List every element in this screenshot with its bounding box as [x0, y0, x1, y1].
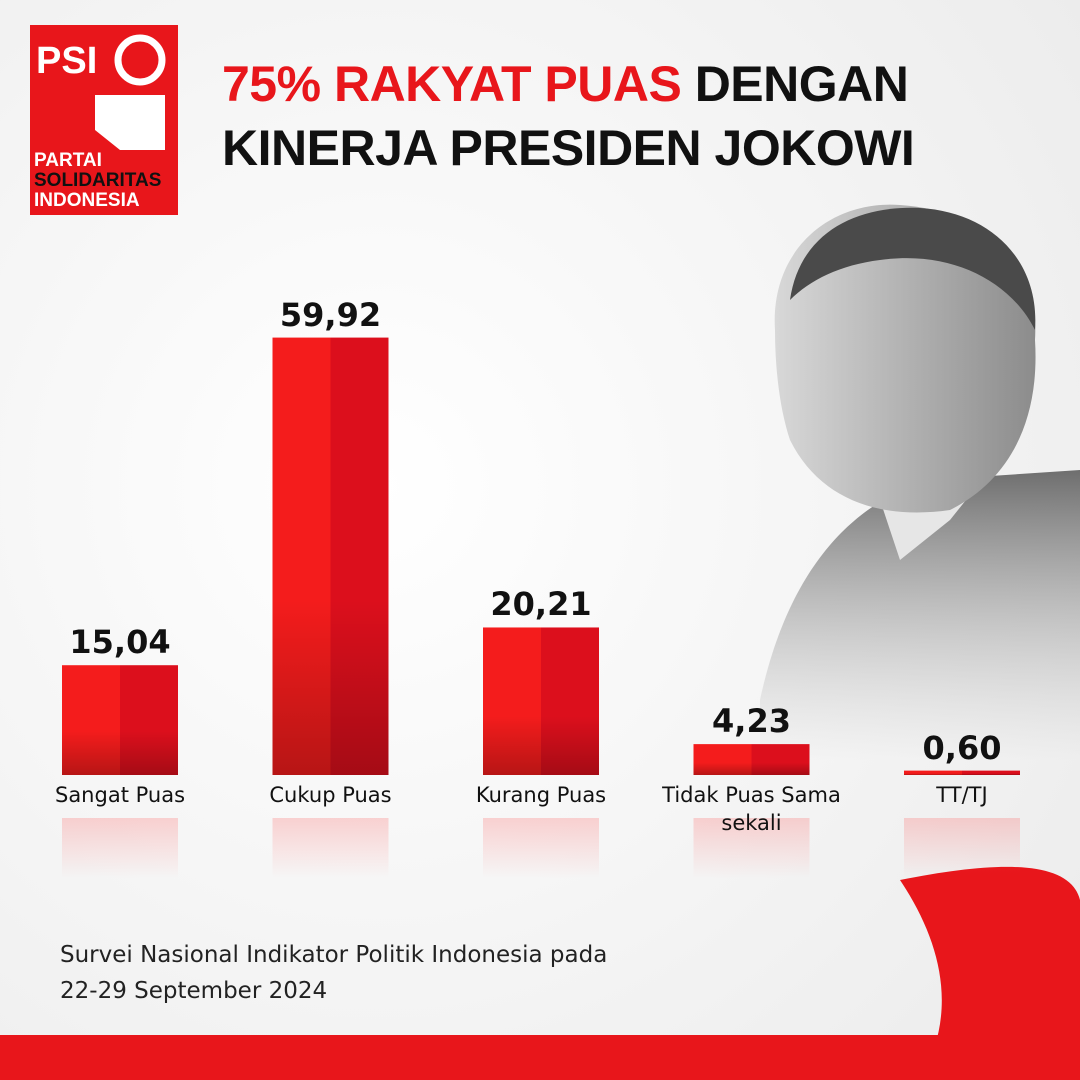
- chart-title: 75% RAKYAT PUAS DENGAN KINERJA PRESIDEN …: [222, 52, 915, 180]
- logo-line: SOLIDARITAS: [34, 170, 162, 191]
- title-text: DENGAN: [694, 56, 909, 112]
- source: Survei Nasional Indikator Politik Indone…: [60, 942, 608, 968]
- value-label: 59,92: [279, 295, 382, 334]
- logo-fist: [95, 95, 165, 150]
- bar-shade: [693, 744, 810, 775]
- bar-shade: [272, 337, 389, 775]
- category-label: Tidak Puas Sama sekali: [662, 783, 841, 835]
- bottom-strip: [0, 1035, 1080, 1080]
- category-label: Sangat Puas: [54, 783, 186, 807]
- value-label: 20,21: [490, 585, 592, 624]
- logo-line: PARTAI: [34, 150, 102, 171]
- logo-line: INDONESIA: [34, 190, 140, 211]
- bar-reflection: [272, 818, 389, 878]
- title-highlight: 75% RAKYAT PUAS: [222, 56, 682, 112]
- value-label: 15,04: [69, 623, 171, 662]
- value-label: 4,23: [712, 702, 791, 741]
- category-label: Cukup Puas: [269, 783, 392, 807]
- bar-shade: [62, 665, 178, 775]
- page-curl: [900, 866, 1080, 1080]
- bar-shade: [483, 627, 599, 775]
- title-text: KINERJA PRESIDEN JOKOWI: [222, 120, 915, 176]
- category-label: Kurang Puas: [475, 783, 607, 807]
- logo-short: PSI: [36, 40, 98, 82]
- source: 22-29 September 2024: [60, 978, 328, 1004]
- category-label: TT/TJ: [936, 783, 988, 807]
- value-label: 0,60: [922, 728, 1002, 767]
- portrait: [760, 204, 1080, 760]
- logo-rose: [114, 34, 166, 86]
- bar-reflection: [693, 818, 810, 878]
- bar-reflection: [904, 818, 1020, 878]
- bar-shade: [904, 770, 1020, 775]
- bar-reflection: [483, 818, 599, 878]
- bar-reflection: [62, 818, 178, 878]
